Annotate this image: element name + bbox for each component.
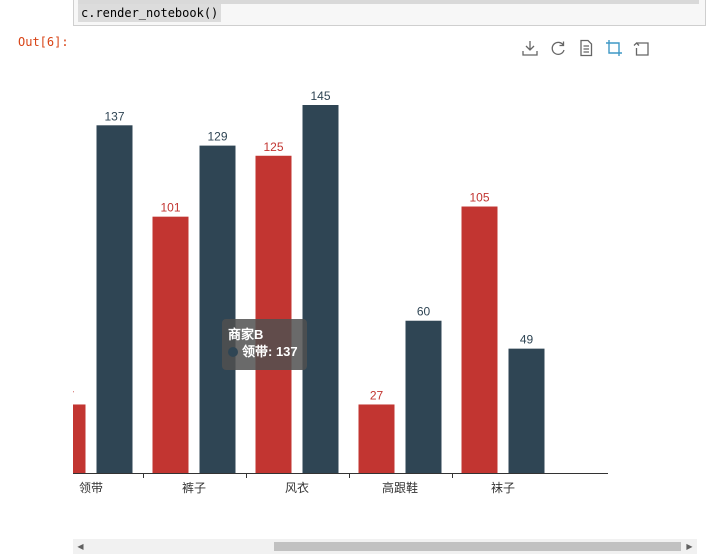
bar-value-label: 27 xyxy=(61,388,75,402)
bar xyxy=(96,125,133,473)
bar-value-label: 27 xyxy=(370,388,384,402)
tooltip-series-dot xyxy=(228,347,238,357)
bar xyxy=(199,145,236,473)
bar-value-label: 145 xyxy=(310,89,330,103)
x-tick-label: 风衣 xyxy=(285,480,309,495)
bar xyxy=(152,216,189,474)
bar xyxy=(302,105,339,473)
bar-value-label: 129 xyxy=(207,130,227,144)
tooltip-value: 领带: 137 xyxy=(242,344,298,359)
bar xyxy=(358,404,395,473)
code-text[interactable]: c.render_notebook() xyxy=(78,4,222,22)
zoom-icon[interactable] xyxy=(604,38,624,58)
bar-value-label: 137 xyxy=(104,109,124,123)
output-prompt: Out[6]: xyxy=(18,35,69,49)
code-cell-input[interactable]: c.render_notebook() xyxy=(73,0,706,26)
tooltip-title: 商家B xyxy=(228,327,264,342)
bar xyxy=(405,320,442,473)
horizontal-scrollbar[interactable]: ◀ ▶ xyxy=(73,539,697,554)
download-icon[interactable] xyxy=(520,38,540,58)
x-tick-label: 领带 xyxy=(79,481,103,495)
scroll-thumb[interactable] xyxy=(274,542,681,551)
bar xyxy=(255,155,292,474)
chart-tooltip: 商家B 领带: 137 xyxy=(222,319,307,370)
bar xyxy=(461,206,498,473)
bar xyxy=(508,348,545,473)
input-scrollbar[interactable] xyxy=(78,0,699,4)
x-tick-label: 袜子 xyxy=(491,481,515,495)
bar-value-label: 105 xyxy=(469,191,489,205)
bar-value-label: 60 xyxy=(417,305,431,319)
chart-toolbox xyxy=(520,38,652,58)
zoom-reset-icon[interactable] xyxy=(632,38,652,58)
x-tick-label: 裤子 xyxy=(182,481,206,495)
scroll-left-arrow-icon[interactable]: ◀ xyxy=(77,542,84,551)
scroll-right-arrow-icon[interactable]: ▶ xyxy=(686,542,693,551)
x-tick-label: 高跟鞋 xyxy=(382,480,418,495)
bar xyxy=(73,404,86,473)
bar-value-label: 49 xyxy=(520,333,534,347)
bar-value-label: 101 xyxy=(160,201,180,215)
data-view-icon[interactable] xyxy=(576,38,596,58)
refresh-icon[interactable] xyxy=(548,38,568,58)
bar-value-label: 125 xyxy=(263,140,283,154)
